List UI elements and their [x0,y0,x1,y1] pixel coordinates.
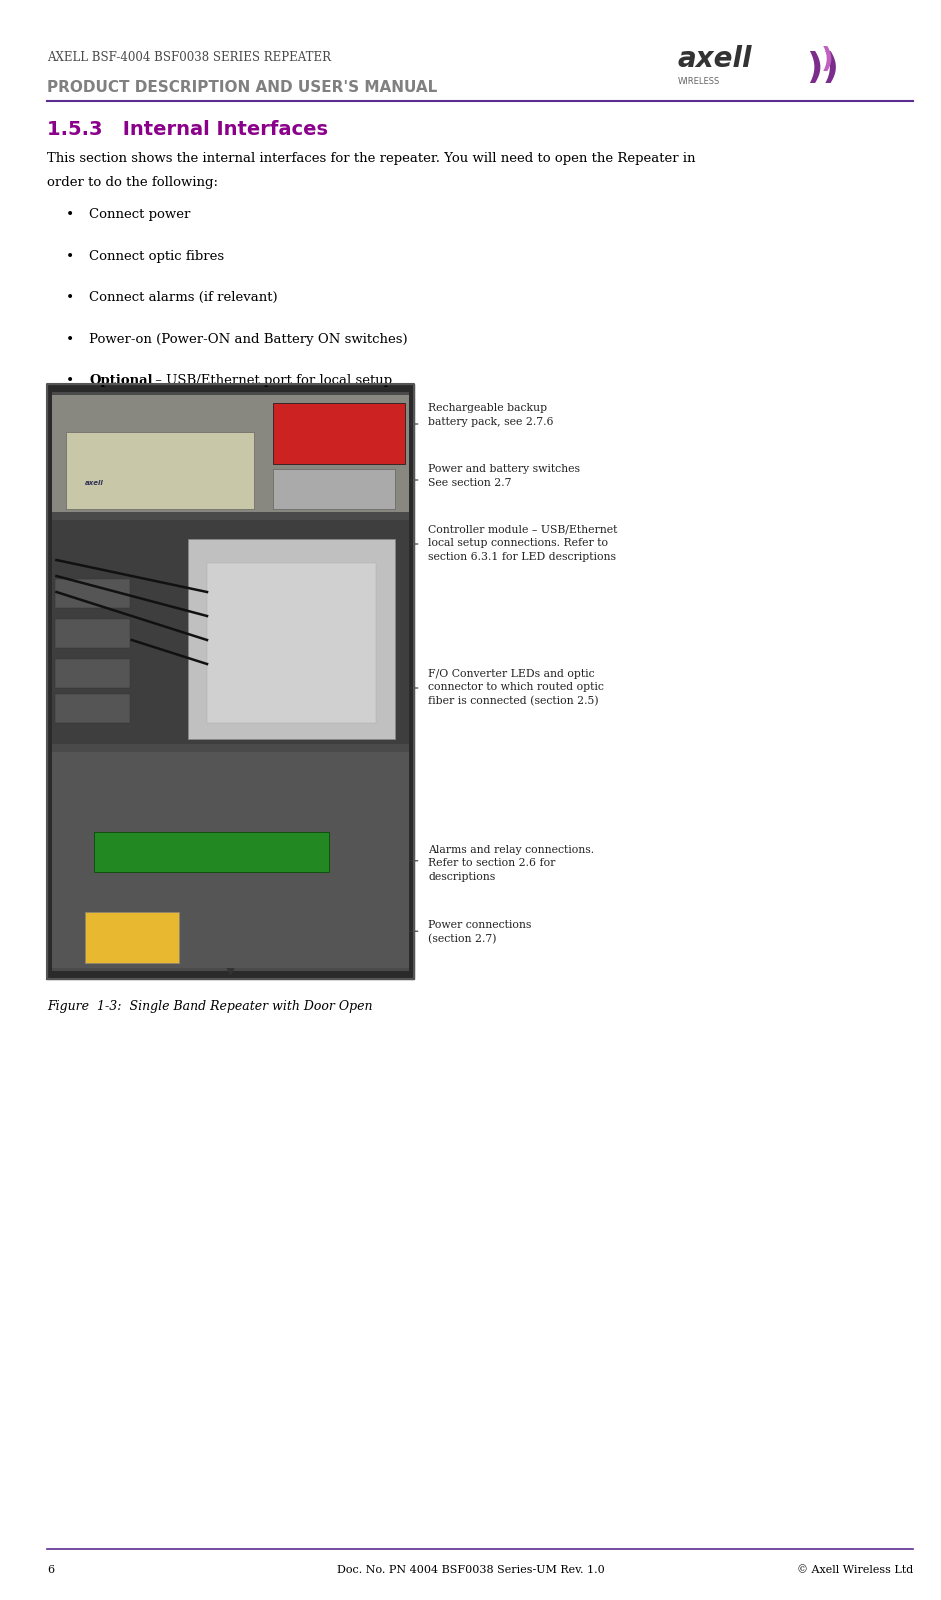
FancyBboxPatch shape [52,392,409,971]
FancyBboxPatch shape [55,619,130,648]
FancyBboxPatch shape [85,912,179,963]
FancyBboxPatch shape [52,752,409,968]
Text: )): )) [806,51,839,85]
Text: •: • [66,250,74,264]
Text: This section shows the internal interfaces for the repeater. You will need to op: This section shows the internal interfac… [47,152,695,165]
Text: axell: axell [85,480,104,486]
FancyBboxPatch shape [273,403,405,464]
Text: order to do the following:: order to do the following: [47,176,218,189]
FancyBboxPatch shape [94,832,329,872]
FancyBboxPatch shape [207,563,376,723]
FancyBboxPatch shape [52,520,409,744]
Text: Power connections
(section 2.7): Power connections (section 2.7) [428,920,532,944]
FancyBboxPatch shape [188,539,395,739]
Text: Doc. No. PN 4004 BSF0038 Series-UM Rev. 1.0: Doc. No. PN 4004 BSF0038 Series-UM Rev. … [337,1565,604,1574]
Text: AXELL BSF-4004 BSF0038 SERIES REPEATER: AXELL BSF-4004 BSF0038 SERIES REPEATER [47,51,331,64]
Text: Power and battery switches
See section 2.7: Power and battery switches See section 2… [428,464,581,488]
Text: WIRELESS: WIRELESS [678,77,720,86]
Text: Figure  1-3:  Single Band Repeater with Door Open: Figure 1-3: Single Band Repeater with Do… [47,1000,373,1013]
Text: – USB/Ethernet port for local setup: – USB/Ethernet port for local setup [151,374,391,387]
Text: © Axell Wireless Ltd: © Axell Wireless Ltd [796,1565,913,1574]
Text: •: • [66,291,74,306]
Text: Optional: Optional [89,374,153,387]
Text: ): ) [821,46,834,74]
Text: Connect power: Connect power [89,208,191,221]
FancyBboxPatch shape [66,432,254,509]
Text: Rechargeable backup
battery pack, see 2.7.6: Rechargeable backup battery pack, see 2.… [428,403,553,427]
Text: 1.5.3   Internal Interfaces: 1.5.3 Internal Interfaces [47,120,328,139]
FancyBboxPatch shape [55,659,130,688]
FancyBboxPatch shape [55,694,130,723]
Text: •: • [66,374,74,389]
Text: F/O Converter LEDs and optic
connector to which routed optic
fiber is connected : F/O Converter LEDs and optic connector t… [428,669,604,707]
FancyBboxPatch shape [55,579,130,608]
FancyBboxPatch shape [47,384,414,979]
Text: PRODUCT DESCRIPTION AND USER'S MANUAL: PRODUCT DESCRIPTION AND USER'S MANUAL [47,80,438,94]
Text: Connect optic fibres: Connect optic fibres [89,250,225,262]
Text: axell: axell [678,45,752,72]
Text: 6: 6 [47,1565,55,1574]
Text: •: • [66,208,74,222]
Text: Alarms and relay connections.
Refer to section 2.6 for
descriptions: Alarms and relay connections. Refer to s… [428,845,595,882]
Text: •: • [66,333,74,347]
FancyBboxPatch shape [273,469,395,509]
Text: Connect alarms (if relevant): Connect alarms (if relevant) [89,291,278,304]
Text: Power-on (Power-ON and Battery ON switches): Power-on (Power-ON and Battery ON switch… [89,333,408,346]
FancyBboxPatch shape [52,395,409,512]
Text: Controller module – USB/Ethernet
local setup connections. Refer to
section 6.3.1: Controller module – USB/Ethernet local s… [428,525,617,562]
